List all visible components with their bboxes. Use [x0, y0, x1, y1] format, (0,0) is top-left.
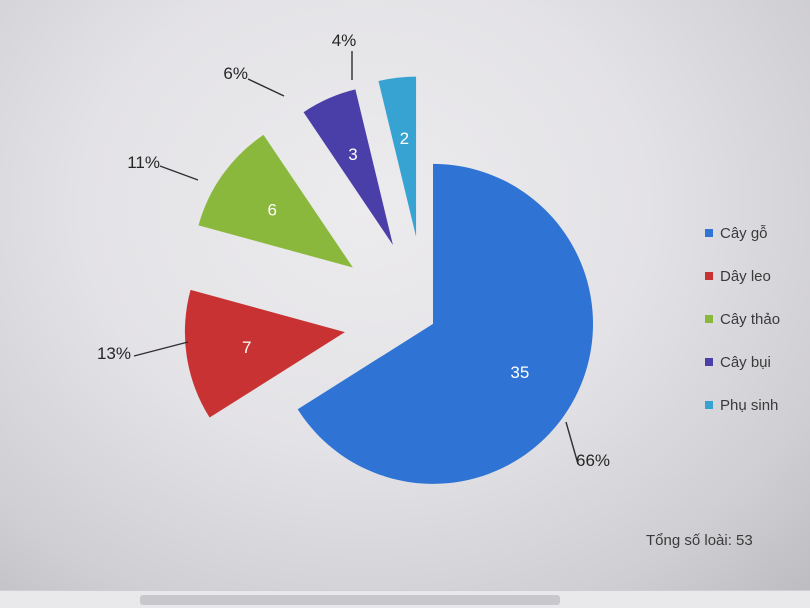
slice-value-label-cay-go: 35 — [510, 363, 529, 382]
legend-item-day-leo: Dây leo — [705, 265, 805, 287]
legend-label-phu-sinh: Phụ sinh — [720, 396, 779, 414]
slice-value-label-day-leo: 7 — [242, 338, 251, 357]
legend-label-cay-go: Cây gỗ — [720, 224, 768, 242]
pie-slice-cay-go — [297, 163, 594, 484]
percent-label-cay-bui: 6% — [223, 64, 248, 83]
legend-swatch-phu-sinh — [705, 401, 713, 409]
chart-legend: Cây gỗ Dây leo Cây thảo Cây bụi Phụ sinh — [705, 222, 805, 437]
caption-strip — [0, 590, 810, 608]
pie-slice-day-leo — [184, 289, 345, 418]
leader-line-cay-bui — [247, 78, 285, 97]
chart-screen: 35 66% 7 13% 6 11% 3 6% 2 4% Cây gỗ Dây leo Cây thả… — [0, 0, 810, 590]
leader-line-cay-go — [565, 421, 579, 465]
leader-line-cay-thao — [159, 165, 199, 181]
legend-item-phu-sinh: Phụ sinh — [705, 394, 805, 416]
legend-label-cay-bui: Cây bụi — [720, 353, 771, 371]
legend-swatch-cay-bui — [705, 358, 713, 366]
legend-item-cay-thao: Cây thảo — [705, 308, 805, 330]
percent-label-cay-thao: 11% — [127, 153, 160, 172]
pie-slice-cay-thao — [198, 134, 353, 268]
slice-value-label-phu-sinh: 2 — [400, 129, 409, 148]
leader-line-day-leo — [133, 341, 189, 357]
slice-value-label-cay-thao: 6 — [268, 201, 277, 220]
legend-swatch-cay-go — [705, 229, 713, 237]
blurred-caption — [140, 595, 560, 605]
pie-chart: 35 66% 7 13% 6 11% 3 6% 2 4% — [97, 31, 610, 484]
percent-label-phu-sinh: 4% — [332, 31, 357, 50]
pie-slice-cay-bui — [303, 89, 393, 245]
percent-label-day-leo: 13% — [97, 344, 131, 363]
legend-swatch-cay-thao — [705, 315, 713, 323]
legend-swatch-day-leo — [705, 272, 713, 280]
total-species-note: Tổng số loài: 53 — [646, 532, 753, 549]
pie-slice-phu-sinh — [378, 76, 417, 237]
percent-label-cay-go: 66% — [576, 451, 610, 470]
legend-label-day-leo: Dây leo — [720, 267, 771, 285]
legend-item-cay-bui: Cây bụi — [705, 351, 805, 373]
legend-item-cay-go: Cây gỗ — [705, 222, 805, 244]
slice-value-label-cay-bui: 3 — [348, 145, 357, 164]
legend-label-cay-thao: Cây thảo — [720, 310, 781, 328]
